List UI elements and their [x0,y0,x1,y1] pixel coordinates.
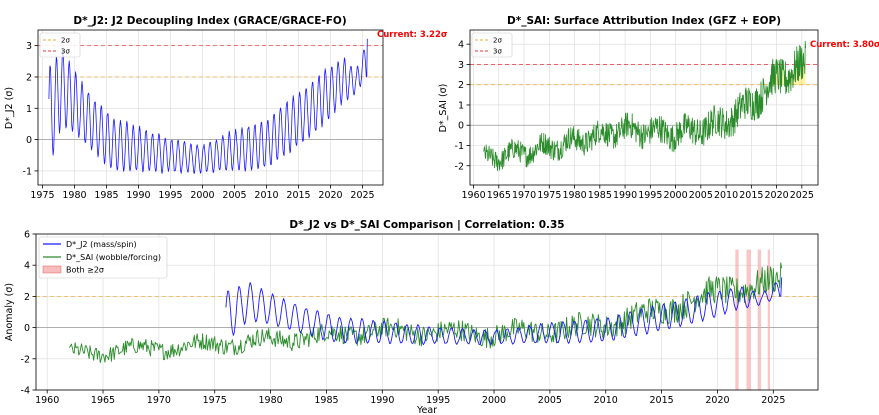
sai-x-tick-label: 2005 [689,190,713,201]
sai-current-annotation: Current: 3.80σ [810,40,879,50]
sai-x-tick-label: 1975 [537,190,561,201]
sai-y-tick-label: 1 [458,100,464,111]
cmp-x-tick-label: 1980 [259,395,283,406]
j2-x-tick-label: 2000 [190,190,214,201]
sai-legend-2sigma-label: 2σ [493,37,502,45]
compare-chart-title: D*_J2 vs D*_SAI Comparison | Correlation… [289,219,564,231]
sai-y-axis-label: D*_SAI (σ) [438,84,449,133]
panel-compare: D*_J2 vs D*_SAI Comparison | Correlation… [4,219,819,415]
compare-legend-j2-label: D*_J2 (mass/spin) [66,240,137,249]
sai-y-tick-label: -1 [455,141,464,152]
cmp-both-exceed-span [746,249,751,390]
cmp-x-tick-label: 2000 [482,395,506,406]
j2-legend: 2σ 3σ [39,32,81,58]
sai-y-tick-label: 2 [458,80,464,91]
cmp-x-tick-label: 1965 [91,395,115,406]
cmp-x-tick-label: 2005 [538,395,562,406]
cmp-x-tick-label: 2025 [761,395,785,406]
sai-x-tick-label: 2025 [790,190,814,201]
cmp-x-tick-label: 1995 [426,395,450,406]
j2-x-tick-label: 1990 [126,190,150,201]
j2-x-tick-label: 2015 [286,190,310,201]
j2-y-tick-label: 0 [26,135,32,146]
sai-plot-area [469,29,819,186]
j2-x-tick-label: 2025 [350,190,374,201]
compare-legend: D*_J2 (mass/spin) D*_SAI (wobble/forcing… [38,236,168,279]
j2-x-tick-label: 1975 [30,190,54,201]
j2-x-tick-label: 1985 [94,190,118,201]
sai-x-tick-label: 1990 [613,190,637,201]
compare-legend-both-label: Both ≥2σ [66,266,104,275]
sai-x-tick-label: 1995 [638,190,662,201]
cmp-both-exceed-span [735,249,739,390]
panel-j2: D*_J2: J2 Decoupling Index (GRACE/GRACE-… [4,15,448,201]
sai-legend-3sigma-label: 3σ [493,48,502,56]
cmp-y-tick-label: 2 [24,292,30,303]
sai-x-tick-label: 2020 [764,190,788,201]
j2-x-tick-label: 1980 [62,190,86,201]
j2-legend-3sigma-label: 3σ [61,48,70,56]
j2-y-tick-label: 1 [26,104,32,115]
cmp-x-tick-label: 2015 [650,395,674,406]
j2-y-tick-label: 2 [26,72,32,83]
sai-legend: 2σ 3σ [471,32,513,58]
cmp-y-tick-label: -4 [21,386,30,397]
cmp-x-tick-label: 1970 [147,395,171,406]
sai-x-tick-label: 2000 [663,190,687,201]
sai-x-tick-label: 1985 [588,190,612,201]
sai-y-tick-label: 4 [458,40,464,51]
cmp-y-tick-label: 6 [24,230,30,241]
j2-y-tick-label: -1 [23,166,32,177]
sai-x-tick-label: 1965 [487,190,511,201]
cmp-x-tick-label: 1990 [370,395,394,406]
j2-series-line [48,38,368,174]
compare-y-axis-label: Anomaly (σ) [4,283,15,341]
cmp-both-exceed-span [767,249,770,390]
j2-x-tick-label: 1995 [158,190,182,201]
cmp-x-tick-label: 1975 [203,395,227,406]
j2-x-tick-label: 2005 [222,190,246,201]
cmp-x-tick-label: 1960 [35,395,59,406]
compare-legend-sai-label: D*_SAI (wobble/forcing) [66,253,161,262]
sai-y-tick-label: 0 [458,121,464,132]
compare-legend-both-swatch [42,265,62,274]
sai-y-tick-label: -2 [455,161,464,172]
cmp-j2-series-line [225,277,783,346]
j2-current-annotation: Current: 3.22σ [377,30,448,40]
j2-x-tick-label: 2010 [254,190,278,201]
compare-plot-area [35,233,819,391]
j2-y-axis-label: D*_J2 (σ) [4,87,15,129]
j2-plot-area [37,29,384,186]
cmp-y-tick-label: 4 [24,261,30,272]
j2-chart-title: D*_J2: J2 Decoupling Index (GRACE/GRACE-… [73,15,346,27]
sai-series-line [483,40,806,172]
sai-x-tick-label: 1960 [461,190,485,201]
j2-y-tick-label: 3 [26,41,32,52]
sai-chart-title: D*_SAI: Surface Attribution Index (GFZ +… [507,15,781,27]
cmp-x-tick-label: 2010 [594,395,618,406]
cmp-both-exceed-span [757,249,762,390]
sai-y-tick-label: 3 [458,60,464,71]
sai-x-tick-label: 1980 [562,190,586,201]
j2-x-tick-label: 2020 [318,190,342,201]
cmp-x-tick-label: 1985 [314,395,338,406]
sai-x-tick-label: 1970 [512,190,536,201]
cmp-y-tick-label: -2 [21,354,30,365]
j2-legend-2sigma-label: 2σ [61,37,70,45]
panel-sai: D*_SAI: Surface Attribution Index (GFZ +… [438,15,879,201]
sai-x-tick-label: 2015 [739,190,763,201]
cmp-x-tick-label: 2020 [705,395,729,406]
cmp-y-tick-label: 0 [24,323,30,334]
sai-x-tick-label: 2010 [714,190,738,201]
compare-x-axis-label: Year [416,405,437,415]
